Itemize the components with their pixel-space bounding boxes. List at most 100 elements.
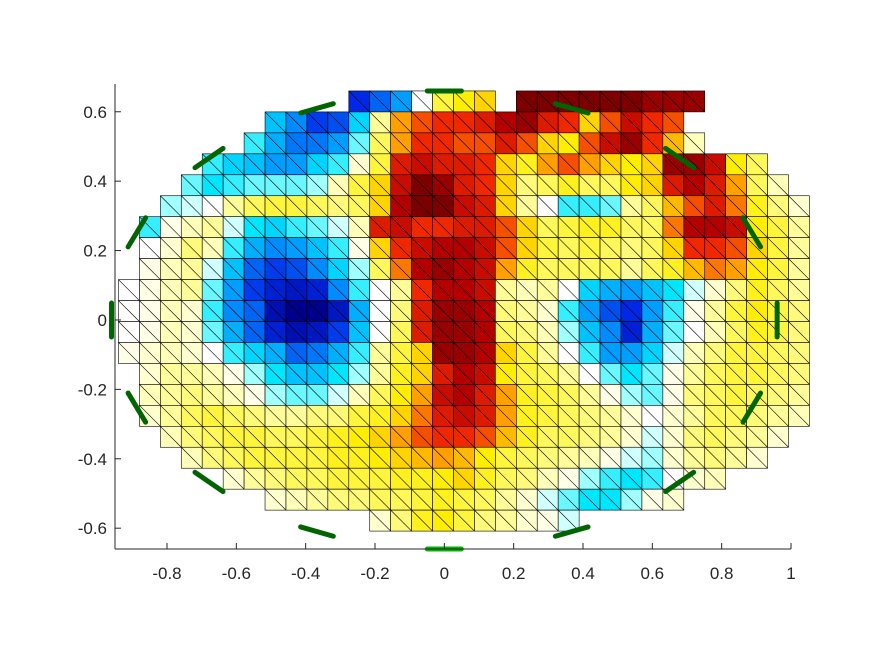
mesh-cell — [285, 321, 308, 343]
mesh-cell — [139, 279, 161, 301]
mesh-cell — [390, 216, 412, 238]
mesh-cell — [285, 111, 308, 134]
mesh-cell — [599, 279, 622, 301]
mesh-cell — [327, 153, 350, 176]
mesh-cell — [285, 153, 308, 176]
mesh-cell — [201, 363, 224, 385]
mesh-cell — [578, 279, 601, 301]
mesh-cell — [327, 488, 350, 511]
mesh-cell — [201, 300, 224, 322]
mesh-cell — [390, 258, 412, 280]
y-tick-label: -0.4 — [78, 450, 107, 469]
mesh-cell — [641, 237, 664, 259]
mesh-cell — [641, 258, 664, 280]
electrode-marker — [192, 145, 226, 171]
electrode-marker — [125, 215, 149, 250]
mesh-cell — [432, 363, 454, 385]
mesh-cell — [474, 342, 496, 364]
mesh-cell — [432, 195, 454, 218]
mesh-cell — [704, 258, 726, 280]
mesh-cell — [620, 405, 643, 427]
mesh-cell — [453, 111, 475, 134]
mesh-cell — [620, 174, 643, 197]
mesh-cell — [348, 467, 371, 490]
mesh-cell — [390, 363, 412, 385]
mesh-cell — [327, 237, 350, 259]
mesh-cell — [243, 237, 266, 259]
mesh-cell — [243, 446, 266, 469]
mesh-cell — [306, 425, 329, 448]
mesh-cell — [432, 153, 454, 176]
mesh-cell — [222, 363, 245, 385]
mesh-cell — [453, 342, 475, 364]
mesh-cell — [160, 363, 182, 385]
mesh-cell — [201, 321, 224, 343]
mesh-cell — [557, 425, 580, 448]
mesh-cell — [180, 342, 203, 364]
mesh-cell — [620, 111, 643, 134]
mesh-cell — [474, 153, 496, 176]
mesh-cell — [641, 446, 664, 469]
mesh-cell — [746, 321, 768, 343]
mesh-cell — [453, 258, 475, 280]
mesh-cell — [746, 363, 768, 385]
mesh-cell — [369, 425, 391, 448]
mesh-cell — [369, 90, 391, 113]
mesh-cell — [662, 425, 685, 448]
mesh-cell — [306, 446, 329, 469]
mesh-cell — [599, 195, 622, 218]
mesh-cell — [578, 237, 601, 259]
mesh-cell — [557, 405, 580, 427]
mesh-cell — [495, 195, 517, 218]
mesh-cell — [390, 300, 412, 322]
mesh-cell — [725, 300, 747, 322]
mesh-cell — [620, 216, 643, 238]
mesh-cell — [390, 446, 412, 469]
mesh-cell — [348, 258, 371, 280]
mesh-cell — [222, 425, 245, 448]
electrode-marker — [125, 390, 149, 425]
mesh-cell — [767, 342, 789, 364]
mesh-cell — [327, 279, 350, 301]
mesh-cell — [390, 384, 412, 406]
mesh-cell — [139, 342, 161, 364]
mesh-cell — [557, 279, 580, 301]
mesh-cell — [285, 405, 308, 427]
mesh-cell — [767, 258, 789, 280]
mesh-cell — [411, 195, 433, 218]
mesh-cell — [536, 195, 559, 218]
mesh-cell — [180, 384, 203, 406]
mesh-cell — [641, 174, 664, 197]
y-tick-label: 0.6 — [83, 103, 107, 122]
mesh-cell — [411, 237, 433, 259]
mesh-cell — [453, 174, 475, 197]
mesh-cell — [557, 216, 580, 238]
x-tick-label: 0.2 — [502, 564, 526, 583]
mesh-cell — [620, 488, 643, 511]
mesh-cell — [390, 488, 412, 511]
mesh-cell — [411, 509, 433, 532]
mesh-cell — [453, 363, 475, 385]
x-tick-label: -0.6 — [222, 564, 251, 583]
y-tick-label: 0.4 — [83, 172, 107, 191]
mesh-cell — [788, 342, 810, 364]
mesh-cell — [243, 467, 266, 490]
mesh-cell — [432, 488, 454, 511]
mesh-cell — [515, 321, 538, 343]
mesh-cell — [495, 111, 517, 134]
mesh-cell — [348, 132, 371, 155]
y-tick-label: -0.6 — [78, 519, 107, 538]
mesh-cell — [683, 90, 706, 113]
mesh-cell — [474, 363, 496, 385]
mesh-cell — [243, 321, 266, 343]
mesh-cell — [369, 488, 391, 511]
mesh-cell — [369, 237, 391, 259]
electrode-marker — [740, 390, 764, 425]
mesh-cell — [620, 195, 643, 218]
mesh-cell — [327, 467, 350, 490]
mesh-cell — [620, 446, 643, 469]
mesh-cell — [474, 446, 496, 469]
mesh-cell — [536, 300, 559, 322]
mesh-cell — [390, 132, 412, 155]
mesh-cell — [641, 405, 664, 427]
